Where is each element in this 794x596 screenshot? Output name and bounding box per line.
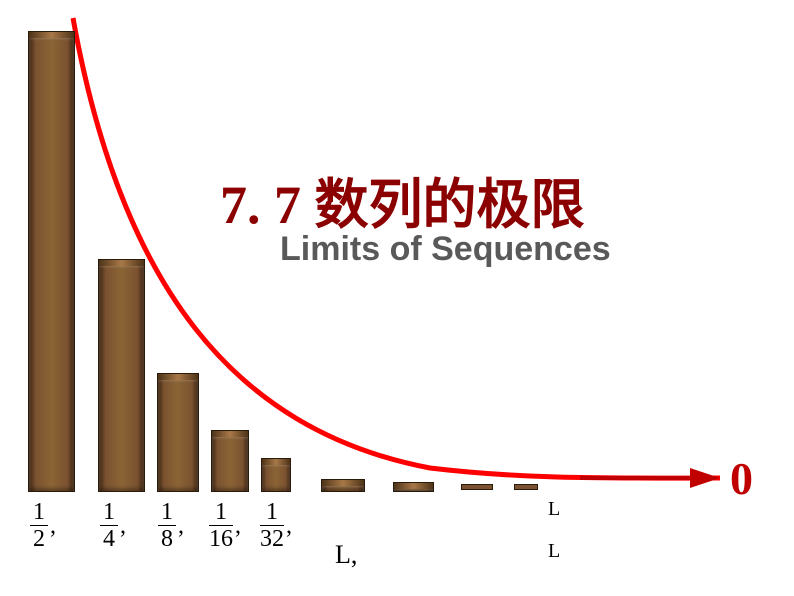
ellipsis-L: L, xyxy=(335,540,357,570)
limit-zero: 0 xyxy=(730,452,753,505)
bar xyxy=(211,433,249,492)
fraction-label: 132, xyxy=(260,500,284,551)
fraction-label: 12, xyxy=(30,500,48,551)
arrow-shaft xyxy=(580,476,695,480)
fraction-label: 18, xyxy=(158,500,176,551)
ellipsis-L: L xyxy=(548,540,560,563)
ellipsis-L: L xyxy=(548,498,560,521)
bar xyxy=(98,262,145,492)
fraction-label: 116, xyxy=(209,500,233,551)
bar xyxy=(261,461,291,492)
fraction-label: 14, xyxy=(100,500,118,551)
bar xyxy=(393,485,434,492)
bar xyxy=(461,484,493,490)
bar xyxy=(321,482,365,492)
bar xyxy=(514,484,538,490)
bar xyxy=(157,376,199,492)
arrow-head-icon xyxy=(690,468,720,488)
bar xyxy=(28,34,75,492)
